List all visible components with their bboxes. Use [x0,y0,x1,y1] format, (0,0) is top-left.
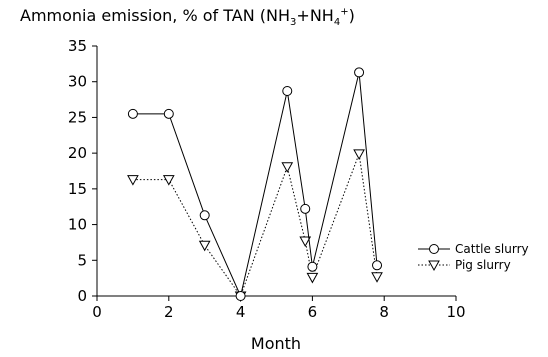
y-tick-label: 30 [68,73,87,91]
chart-title: Ammonia emission, % of TAN (NH3+NH4+) [20,6,355,29]
x-tick-label: 6 [308,303,318,321]
cattle-slurry-point [300,203,311,214]
pig-slurry-point [281,162,294,173]
cattle-slurry-point [235,291,246,301]
x-tick-label: 4 [236,303,246,321]
x-axis-label: Month [251,334,301,353]
cattle-slurry-point [354,67,365,78]
y-tick-label: 15 [68,180,87,198]
y-tick-label: 35 [68,37,87,55]
cattle-slurry-point [127,108,138,119]
legend-marker-pig-slurry [428,260,440,272]
x-tick-label: 8 [379,303,389,321]
pig-slurry-point [198,240,211,252]
x-tick-label: 2 [164,303,174,321]
pig-slurry-point [299,236,312,248]
pig-slurry-line [132,151,378,298]
y-tick-label: 20 [68,144,87,162]
y-tick-label: 25 [68,108,87,126]
legend-label-cattle-slurry: Cattle slurry [455,242,529,256]
legend-label-pig-slurry: Pig slurry [455,258,511,272]
x-tick-label: 10 [446,303,465,321]
legend: Cattle slurry Pig slurry [418,242,529,272]
cattle-slurry-point [199,210,210,221]
x-tick-label: 0 [92,303,102,321]
y-tick-label: 5 [77,251,87,269]
pig-slurry-point [162,175,175,186]
cattle-slurry-point [372,260,383,271]
cattle-slurry-point [307,261,318,272]
pig-slurry-point [127,175,139,186]
pig-slurry-point [353,149,365,160]
pig-slurry-point [306,272,319,284]
series-layer [127,67,383,303]
pig-slurry-point [371,272,383,283]
y-tick-label: 10 [68,216,87,234]
legend-marker-cattle-slurry [429,244,439,254]
axes: 0 5 10 15 20 25 30 35 0 2 4 6 8 10 [68,37,466,321]
cattle-slurry-point [163,108,174,119]
cattle-slurry-point [282,86,293,96]
y-tick-label: 0 [77,287,87,305]
